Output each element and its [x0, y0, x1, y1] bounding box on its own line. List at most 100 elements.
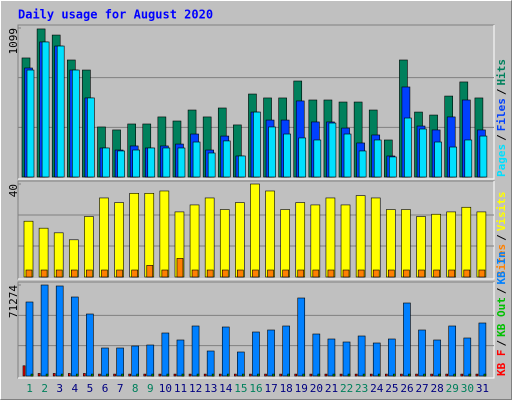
bar: [221, 326, 230, 377]
x-tick-label: 13: [204, 382, 217, 395]
panel-bevel: [18, 25, 495, 180]
bar: [22, 365, 26, 377]
bar: [207, 152, 216, 178]
bar: [438, 373, 441, 377]
bar: [475, 373, 479, 377]
bar: [161, 332, 170, 377]
bar: [55, 269, 63, 278]
x-tick-label: 22: [340, 382, 353, 395]
x-tick-label: 31: [476, 382, 489, 395]
bar: [478, 269, 486, 278]
bar: [479, 135, 488, 178]
x-tick-label: 7: [117, 382, 124, 395]
bar: [102, 147, 110, 178]
bar: [249, 373, 252, 377]
legend-entry: KB In: [495, 251, 508, 284]
x-tick-label: 18: [280, 382, 293, 395]
bar: [206, 350, 215, 377]
bar: [70, 296, 79, 377]
bar: [340, 204, 351, 278]
legend-entry: Sites: [495, 244, 508, 277]
bar: [372, 342, 381, 377]
bar: [401, 209, 411, 278]
bar: [136, 373, 139, 377]
bar: [181, 373, 185, 377]
bar: [252, 269, 259, 278]
panel-bevel: [18, 181, 495, 280]
bar: [131, 269, 138, 278]
bar: [358, 150, 367, 178]
bar: [86, 313, 94, 377]
bar: [297, 297, 306, 377]
legend-separator: /: [495, 287, 508, 294]
bar: [324, 373, 328, 377]
bar: [219, 209, 230, 278]
bar: [423, 373, 426, 377]
bar: [191, 325, 200, 377]
bar: [116, 347, 124, 377]
bar: [449, 146, 458, 178]
bar: [373, 139, 382, 178]
x-tick-label: 21: [325, 382, 338, 395]
bar: [211, 373, 215, 377]
bar: [476, 211, 487, 278]
bar: [264, 373, 267, 377]
bar: [159, 190, 170, 278]
bar: [282, 325, 290, 377]
bar: [52, 373, 56, 377]
bar: [448, 269, 456, 278]
bar: [252, 331, 260, 377]
bar: [132, 149, 140, 178]
legend-entry: KB Out: [495, 297, 508, 337]
bar: [161, 269, 169, 278]
legend-entry: Visits: [495, 192, 508, 232]
bar: [404, 117, 412, 178]
bar: [312, 333, 321, 377]
bar: [461, 206, 472, 278]
bar: [191, 269, 199, 278]
bar: [327, 338, 336, 377]
bar: [192, 141, 201, 178]
bar: [302, 373, 306, 377]
bar: [370, 197, 381, 278]
bar: [41, 41, 50, 178]
bar: [91, 373, 94, 377]
bar: [101, 269, 108, 278]
bar: [221, 269, 229, 278]
bar: [121, 373, 124, 377]
bar: [238, 155, 246, 178]
bar: [131, 345, 139, 377]
legend-separator: /: [495, 88, 508, 95]
chart-title: Daily usage for August 2020: [18, 8, 213, 22]
x-tick-label: 14: [219, 382, 233, 395]
bar: [242, 373, 245, 377]
bar: [26, 69, 35, 178]
bar: [355, 195, 366, 278]
bar: [235, 202, 245, 278]
y-tick-label: 71274: [7, 285, 20, 318]
bar: [418, 269, 425, 278]
bar: [98, 373, 101, 377]
bar: [418, 329, 426, 377]
legend-entry: Files: [495, 98, 508, 131]
legend: Sites / Visits: [495, 192, 508, 278]
bar: [234, 373, 237, 377]
bar: [75, 373, 79, 377]
bar: [388, 269, 395, 278]
bar: [257, 373, 260, 377]
bar: [295, 202, 306, 278]
x-tick-label: 26: [400, 382, 413, 395]
x-tick-label: 8: [132, 382, 139, 395]
bar: [386, 209, 396, 278]
bar: [151, 373, 155, 377]
bar: [129, 193, 139, 278]
bar: [117, 150, 125, 178]
bar: [128, 373, 131, 377]
bar: [189, 204, 200, 278]
x-tick-label: 6: [102, 382, 109, 395]
x-tick-label: 15: [234, 382, 247, 395]
bar: [354, 373, 358, 377]
bar: [83, 373, 86, 377]
